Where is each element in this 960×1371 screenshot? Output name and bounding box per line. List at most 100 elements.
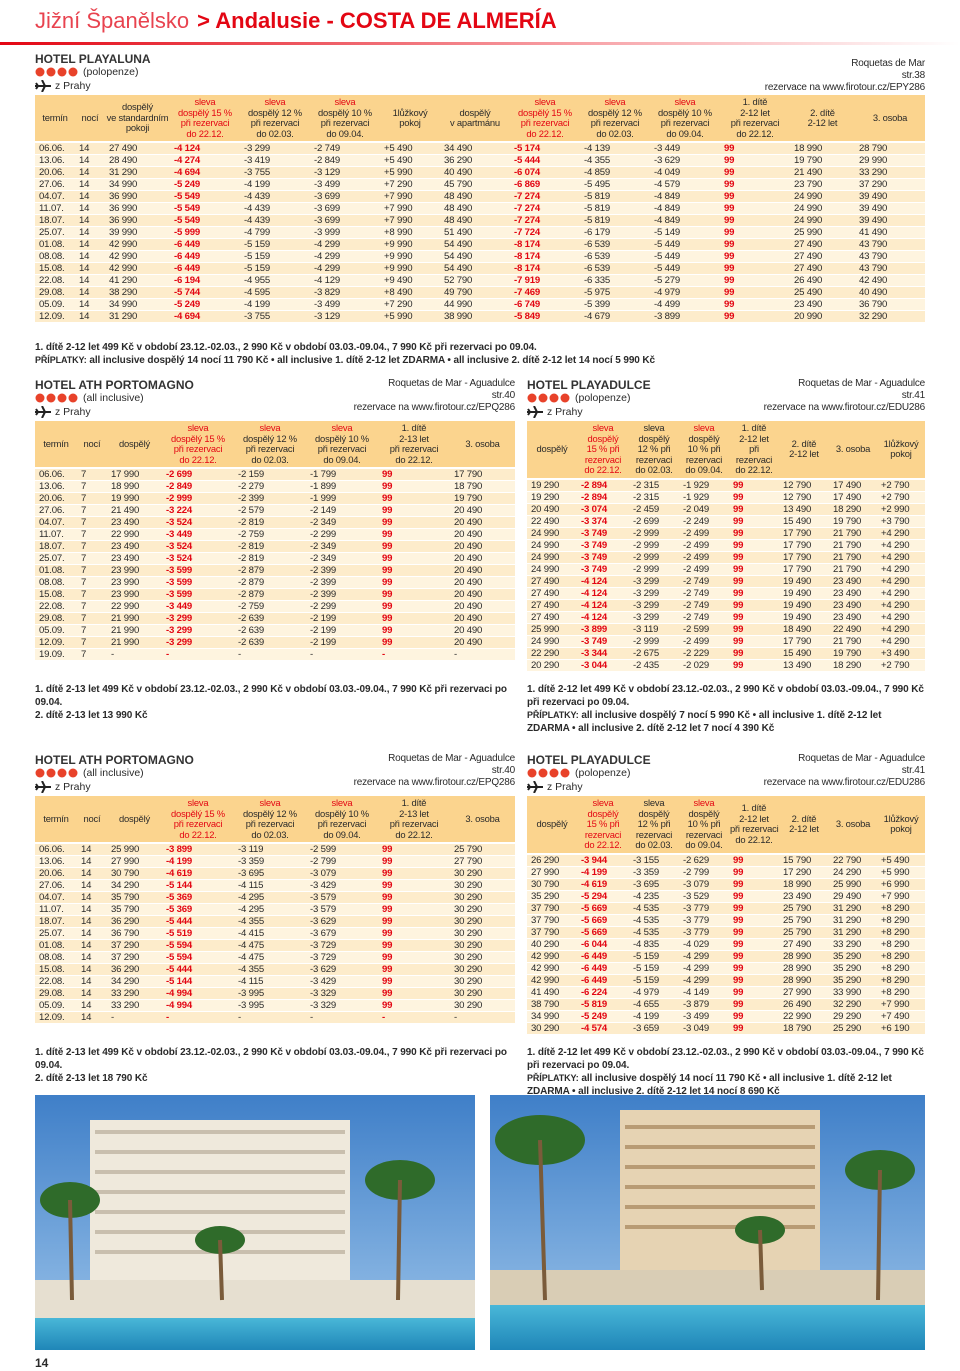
cell: -3 699 <box>310 202 380 215</box>
board: (polopenze) <box>575 392 631 404</box>
cell: -6 449 <box>577 961 629 974</box>
cell: 30 790 <box>527 877 577 890</box>
header-line: při rezervaci <box>320 117 370 128</box>
cell: -2 499 <box>679 550 729 563</box>
cell: -3 779 <box>679 913 729 926</box>
cell: 99 <box>729 598 779 611</box>
cell: 45 790 <box>440 178 510 191</box>
table-row: 19 290 -2 894 -2 315 -1 929 99 12 790 17 490 +2… <box>527 490 925 503</box>
hotel-name: HOTEL PLAYALUNA <box>35 52 151 66</box>
header-line: při rezervaci <box>660 117 710 128</box>
cell: 15 490 <box>779 646 829 659</box>
table-row: 37 790 -5 669 -4 535 -3 779 99 25 790 31 290 +8… <box>527 925 925 938</box>
cell: +8 290 <box>877 985 925 998</box>
cell: -4 994 <box>162 987 234 1000</box>
cell: 13.06. <box>35 480 77 493</box>
cell: -2 799 <box>679 865 729 878</box>
cell: +6 990 <box>877 877 925 890</box>
cell: -5 249 <box>170 298 240 311</box>
cell: -6 074 <box>510 166 580 179</box>
cell: 31 290 <box>105 166 170 179</box>
cell: 15.08. <box>35 963 77 976</box>
cell: - <box>234 1011 306 1023</box>
header-line: při rezervaci <box>173 443 223 454</box>
plane-icon <box>35 80 51 92</box>
cell: 99 <box>720 226 790 239</box>
cell: -5 444 <box>162 963 234 976</box>
cell: -4 499 <box>650 298 720 311</box>
cell: -2 999 <box>162 492 234 505</box>
header-line: do 22.12. <box>584 839 622 850</box>
cell: 40 290 <box>527 937 577 950</box>
cell: +8 290 <box>877 973 925 986</box>
cell: 14 <box>75 190 105 203</box>
column-header: dospělý <box>107 421 162 469</box>
cell: -2 459 <box>629 502 679 515</box>
star <box>549 393 559 403</box>
cell: 14 <box>77 891 107 904</box>
cell: +5 490 <box>380 141 440 155</box>
cell: 99 <box>378 576 450 589</box>
cell: 54 490 <box>440 250 510 263</box>
cell: 23 490 <box>829 598 877 611</box>
cell: -4 199 <box>240 178 310 191</box>
cell: 42 990 <box>527 949 577 962</box>
cell: -3 629 <box>306 915 378 928</box>
cell: -1 929 <box>679 478 729 491</box>
header-line: do 22.12. <box>179 453 217 465</box>
table-body: 06.06. 7 17 990 -2 699 -2 159 -1 799 99 17 790 1… <box>35 467 515 660</box>
cell: 99 <box>378 842 450 856</box>
cell: 99 <box>378 975 450 988</box>
cell: 99 <box>378 467 450 481</box>
cell: -2 749 <box>679 574 729 587</box>
cell: 23 990 <box>107 588 162 601</box>
cell: 23 490 <box>107 552 162 565</box>
cell: 19 290 <box>527 490 577 503</box>
cell: +2 990 <box>877 502 925 515</box>
table-row: 24 990 -3 749 -2 999 -2 499 99 17 790 21 790 +4… <box>527 550 925 563</box>
cell: 21 790 <box>829 634 877 647</box>
cell: 21 490 <box>107 504 162 517</box>
header-line: 2-12 let <box>739 812 769 824</box>
cell: 52 790 <box>440 274 510 287</box>
board-line: (all inclusive) <box>35 392 144 404</box>
cell: 26 490 <box>790 274 855 287</box>
cell: 18 990 <box>107 480 162 493</box>
cell: - <box>450 648 515 660</box>
header-line: termín <box>42 111 68 123</box>
table-row: 05.09. 14 34 990 -5 249 -4 199 -3 499 +7 290 44… <box>35 298 925 311</box>
table-row: 29.08. 14 38 290 -5 744 -4 595 -3 829 +8 490 49… <box>35 286 925 299</box>
cell: 99 <box>378 915 450 928</box>
cell: 30 290 <box>450 915 515 928</box>
cell: 27 990 <box>107 855 162 868</box>
cell: -4 619 <box>577 877 629 890</box>
cell: -4 299 <box>679 973 729 986</box>
cell: 99 <box>729 550 779 563</box>
cell: 99 <box>729 1021 779 1034</box>
header-line: do 22.12. <box>736 127 774 139</box>
cell: 27 990 <box>779 985 829 998</box>
cell: 20 490 <box>527 502 577 515</box>
cell: 14 <box>77 855 107 868</box>
column-header: 1lůžkový pokoj <box>380 95 440 143</box>
header-line: do 02.03. <box>596 127 634 139</box>
cell: -5 495 <box>580 178 650 191</box>
header-line: sleva <box>259 422 281 433</box>
cell: -2 879 <box>234 564 306 577</box>
cell: 42 990 <box>105 250 170 263</box>
cell: 19 790 <box>790 154 855 167</box>
header-line: v apartmánu <box>450 117 500 128</box>
header-line: termín <box>43 437 69 449</box>
cell: 36 790 <box>107 927 162 940</box>
cell: -2 999 <box>629 634 679 647</box>
notes: 1. dítě 2-12 let 499 Kč v období 23.12.-… <box>527 1046 925 1098</box>
cell: 27 790 <box>450 855 515 868</box>
cell: 17 290 <box>779 865 829 878</box>
cell: -2 499 <box>679 526 729 539</box>
star <box>57 393 67 403</box>
cell: -2 819 <box>234 552 306 565</box>
column-header: dospělý <box>527 796 577 855</box>
star <box>57 67 67 77</box>
cell: 99 <box>720 298 790 311</box>
